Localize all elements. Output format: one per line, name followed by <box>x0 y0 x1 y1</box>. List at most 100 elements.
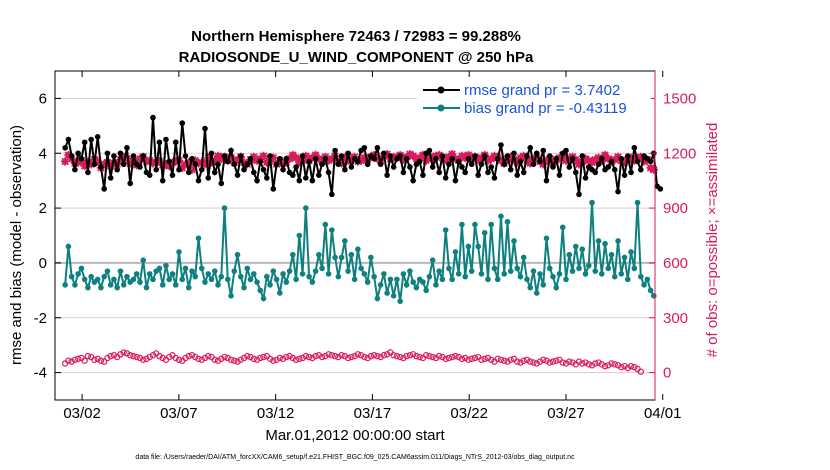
bias-point <box>117 268 124 274</box>
bias-point <box>397 298 403 305</box>
obs-assimilated-cross <box>425 152 434 162</box>
bias-point <box>208 276 215 283</box>
rmse-point <box>533 150 540 157</box>
obs-assimilated-marker <box>561 156 571 165</box>
obs-assimilated-cross <box>171 157 180 166</box>
bias-point <box>143 284 150 291</box>
bias-point <box>296 232 303 239</box>
obs-assimilated-cross <box>73 158 83 167</box>
rmse-point <box>530 161 537 168</box>
rmse-point <box>481 153 488 159</box>
obs-assimilated-marker <box>457 151 467 161</box>
obs-assimilated-cross <box>217 154 226 163</box>
bias-point <box>85 284 91 291</box>
rmse-point <box>75 150 81 157</box>
rmse-point <box>465 155 472 162</box>
bias-point <box>384 290 390 296</box>
bias-point <box>527 284 534 291</box>
rmse-point <box>543 177 550 184</box>
obs-possible-marker <box>120 349 127 356</box>
rmse-point <box>511 150 517 157</box>
rmse-point <box>361 144 368 151</box>
obs-assimilated-cross <box>347 154 356 163</box>
rmse-point <box>280 166 286 173</box>
obs-possible-marker <box>403 352 410 360</box>
x-tick-label: 03/07 <box>160 405 198 422</box>
obs-possible-marker <box>260 353 267 361</box>
rmse-point <box>169 172 176 178</box>
obs-possible-marker <box>504 358 511 365</box>
rmse-point <box>462 169 468 176</box>
bias-point <box>550 273 556 280</box>
obs-possible-marker <box>618 363 625 371</box>
obs-assimilated-marker <box>249 152 258 162</box>
bias-point <box>651 293 657 299</box>
obs-assimilated-cross <box>204 153 213 163</box>
bias-point <box>559 224 566 231</box>
bias-point <box>475 243 481 250</box>
legend-box <box>417 80 651 120</box>
bias-point <box>615 238 621 244</box>
rmse-point <box>283 155 290 162</box>
obs-possible-marker <box>575 358 583 365</box>
tick-layer: 03/02 03/07 03/12 03/17 03/22 03/27 04/01 -4 -2 0… <box>34 71 696 422</box>
bias-point <box>546 265 553 272</box>
bias-point <box>481 229 488 236</box>
x-tick-label: 04/01 <box>644 405 682 422</box>
x-tick-label: 03/17 <box>354 405 392 422</box>
obs-assimilated-marker <box>646 163 655 173</box>
obs-assimilated-cross <box>207 158 216 167</box>
bias-point <box>75 271 81 277</box>
rmse-point <box>507 166 514 173</box>
obs-possible-marker <box>214 357 222 364</box>
obs-assimilated-marker <box>451 154 460 163</box>
rmse-point <box>540 147 547 154</box>
bias-point <box>192 273 199 280</box>
obs-assimilated-marker <box>373 154 382 163</box>
rmse-point <box>605 164 612 170</box>
bias-point <box>231 268 238 274</box>
rmse-point <box>390 164 397 170</box>
obs-possible-marker <box>140 356 147 363</box>
obs-assimilated-cross <box>70 159 80 168</box>
bias-point <box>130 276 137 283</box>
bias-point <box>641 282 647 288</box>
bias-point <box>306 273 312 280</box>
obs-possible-marker <box>562 360 570 367</box>
y-tick-label-right: 900 <box>663 200 688 217</box>
y-tick-label-left: 6 <box>39 90 47 107</box>
obs-possible-marker <box>286 352 293 360</box>
rmse-point <box>159 177 166 184</box>
obs-possible-marker <box>523 356 531 363</box>
obs-possible-marker <box>195 355 202 363</box>
obs-possible-marker <box>536 358 544 365</box>
bias-point <box>618 271 625 277</box>
obs-assimilated-marker <box>60 157 70 166</box>
rmse-point <box>290 172 296 178</box>
rmse-point <box>299 153 306 159</box>
rmse-point <box>504 153 511 159</box>
bias-point <box>621 254 628 261</box>
obs-assimilated-marker <box>285 154 294 163</box>
bias-point <box>514 265 521 272</box>
rmse-point <box>195 177 202 184</box>
bias-point <box>114 284 120 291</box>
obs-assimilated-marker <box>210 156 219 165</box>
rmse-point <box>306 158 312 165</box>
bias-point <box>449 276 455 283</box>
obs-assimilated-marker <box>542 156 551 165</box>
rmse-point <box>130 153 137 159</box>
rmse-point <box>88 136 94 143</box>
bias-point <box>358 265 364 272</box>
bias-point <box>589 199 595 206</box>
obs-assimilated-cross <box>389 152 398 162</box>
obs-possible-marker <box>595 359 602 366</box>
obs-possible-marker <box>585 361 592 368</box>
rmse-point <box>91 161 98 168</box>
obs-possible-marker <box>624 364 632 372</box>
bias-point <box>267 282 273 288</box>
bias-point <box>94 276 101 283</box>
obs-possible-marker <box>497 356 505 363</box>
obs-assimilated-cross <box>194 159 203 168</box>
obs-possible-marker <box>253 356 261 363</box>
